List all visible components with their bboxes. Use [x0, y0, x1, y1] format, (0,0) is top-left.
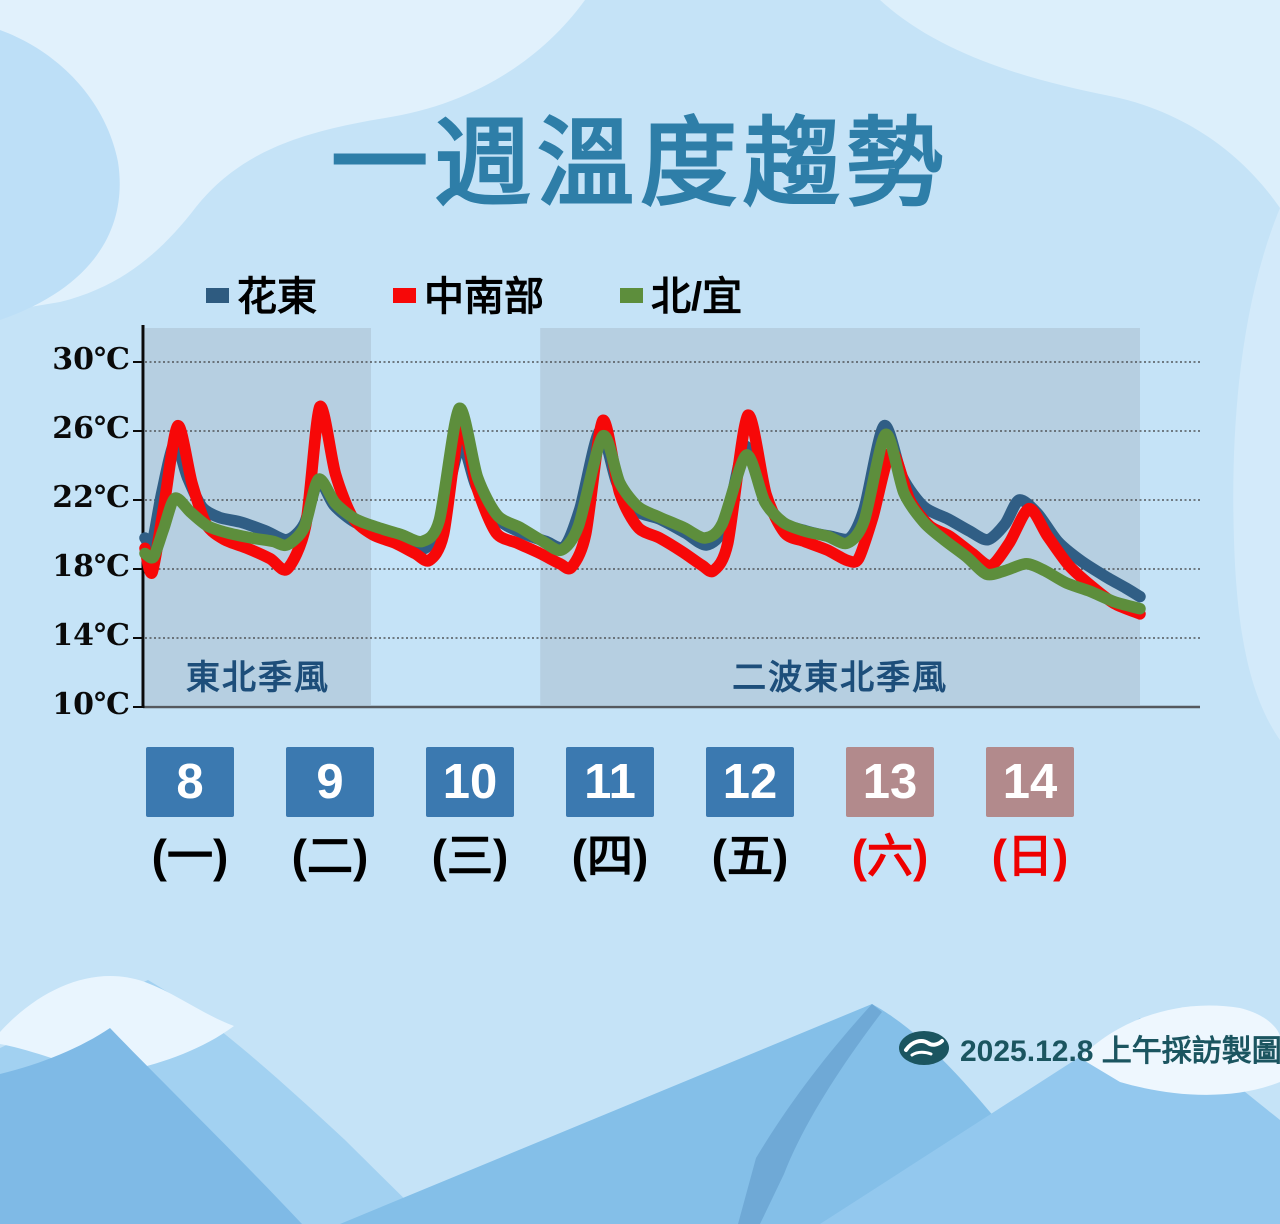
y-axis-label-26: 26℃ — [52, 411, 130, 446]
legend-swatch-icon — [620, 287, 643, 303]
y-axis-label-30: 30℃ — [52, 342, 130, 377]
dow-label-11: (四) — [571, 830, 649, 882]
weather-bureau-logo-icon — [899, 1031, 949, 1065]
mountain-right-snowcap — [1080, 1005, 1280, 1095]
legend-swatch-icon — [393, 287, 416, 303]
y-axis-label-10: 10℃ — [52, 687, 130, 722]
y-axis-label-18: 18℃ — [52, 549, 130, 584]
page-title: 一週溫度趨勢 — [331, 109, 949, 218]
legend-item-1: 中南部 — [393, 264, 544, 322]
legend-label: 中南部 — [424, 275, 544, 319]
mountain-left-snowcap — [0, 975, 234, 1076]
sky-swirl-left-blob — [0, 30, 120, 320]
credit: 2025.12.8 上午採訪製圖 — [898, 1026, 1280, 1070]
legend-item-2: 北/宜 — [620, 264, 742, 322]
dow-label-9: (二) — [291, 830, 369, 882]
date-box-9: 9 — [286, 747, 374, 817]
date-box-10: 10 — [426, 747, 514, 817]
date-box-14: 14 — [986, 747, 1074, 817]
credit-text: 2025.12.8 上午採訪製圖 — [960, 1035, 1280, 1068]
y-axis-label-22: 22℃ — [52, 480, 130, 515]
dow-label-8: (一) — [151, 830, 229, 882]
chart-legend: 花東 中南部 北/宜 — [206, 264, 742, 322]
sky-swirl-top-left — [0, 0, 585, 312]
y-axis-label-14: 14℃ — [52, 618, 130, 653]
legend-swatch-icon — [206, 287, 229, 303]
monsoon-region-0 — [145, 328, 371, 705]
series-line-北/宜 — [139, 402, 1146, 615]
dow-label-10: (三) — [431, 830, 509, 882]
legend-label: 花東 — [237, 275, 317, 319]
region-label-1: 二波東北季風 — [732, 659, 949, 697]
legend-label: 北/宜 — [651, 275, 743, 319]
mountain-center — [340, 1004, 1082, 1224]
sky-band-right — [1233, 208, 1280, 740]
mountain-center-ridge — [738, 1004, 882, 1224]
date-box-12: 12 — [706, 747, 794, 817]
date-box-11: 11 — [566, 747, 654, 817]
dow-label-12: (五) — [711, 830, 789, 882]
legend-item-0: 花東 — [206, 264, 317, 322]
sky-swirl-top-right — [880, 0, 1280, 208]
dow-label-14: (日) — [991, 830, 1069, 882]
mountain-left-shadow — [0, 1028, 302, 1224]
dow-label-13: (六) — [851, 830, 929, 882]
region-label-0: 東北季風 — [186, 659, 330, 697]
date-box-13: 13 — [846, 747, 934, 817]
date-box-8: 8 — [146, 747, 234, 817]
